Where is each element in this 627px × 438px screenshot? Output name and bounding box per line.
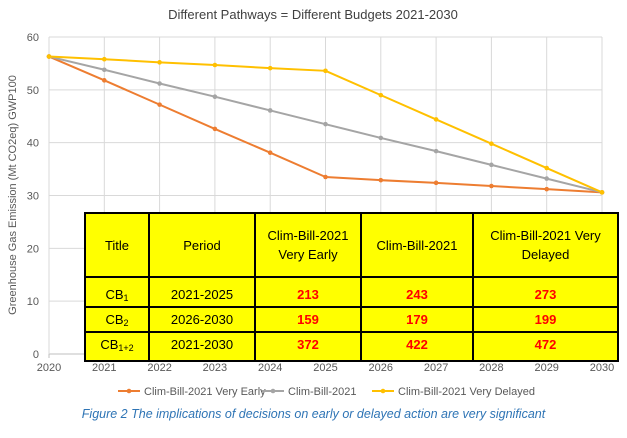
y-tick-label: 30 [27, 191, 39, 203]
row-value-very-delayed: 273 [472, 276, 619, 308]
data-point [378, 92, 384, 98]
y-tick-label: 60 [27, 32, 39, 44]
legend-marker [126, 388, 132, 394]
row-period: 2026-2030 [148, 306, 256, 333]
series-lines [46, 54, 605, 195]
legend-label: Clim-Bill-2021 Very Early [144, 386, 266, 398]
carbon-budget-table: Title Period Clim-Bill-2021 Very Early C… [84, 212, 619, 362]
row-title-main: CB [105, 286, 124, 302]
data-point [378, 177, 384, 183]
x-tick-label: 2022 [147, 362, 171, 374]
data-point [489, 183, 494, 189]
data-point [267, 150, 273, 156]
data-point [489, 162, 494, 168]
data-point [323, 68, 328, 74]
row-title-sub: 1 [123, 292, 129, 303]
data-point [323, 174, 328, 180]
y-tick-label: 50 [27, 85, 39, 97]
data-point [46, 54, 52, 59]
x-tick-label: 2023 [203, 362, 227, 374]
x-tick-label: 2021 [92, 362, 116, 374]
chart-frame: Different Pathways = Different Budgets 2… [7, 7, 619, 398]
legend-marker [270, 388, 276, 394]
legend: Clim-Bill-2021 Very Early Clim-Bill-2021 C… [118, 386, 535, 398]
legend-label: Clim-Bill-2021 Very Delayed [398, 386, 535, 398]
data-point [378, 135, 384, 141]
row-value-very-early: 159 [254, 306, 362, 333]
row-title: CB1+2 [84, 331, 150, 362]
x-tick-label: 2025 [313, 362, 337, 374]
y-axis-title: Greenhouse Gas Emission (Mt CO2eq) GWP10… [7, 75, 19, 315]
row-title-main: CB [105, 311, 124, 327]
data-point [544, 186, 549, 192]
data-point [489, 141, 494, 147]
header-very-early: Clim-Bill-2021 Very Early [254, 212, 362, 278]
y-tick-label: 20 [27, 243, 39, 255]
table-header-row: Title Period Clim-Bill-2021 Very Early C… [84, 212, 619, 278]
row-value-clim-bill: 179 [360, 306, 474, 333]
data-point [157, 102, 162, 107]
table-row: CB1+2 2021-2030 372 422 472 [84, 331, 619, 362]
data-point [102, 67, 107, 73]
row-period: 2021-2030 [148, 331, 256, 362]
row-title: CB2 [84, 306, 150, 333]
row-value-very-delayed: 472 [472, 331, 619, 362]
row-title-sub: 2 [123, 317, 129, 328]
row-title-sub: 1+2 [118, 342, 134, 353]
data-point [212, 126, 218, 132]
data-point [323, 121, 328, 127]
data-point [157, 60, 162, 65]
row-title: CB1 [84, 276, 150, 308]
y-tick-label: 0 [33, 349, 39, 361]
data-point [433, 148, 439, 154]
data-point [433, 117, 439, 122]
table-row: CB2 2026-2030 159 179 199 [84, 306, 619, 333]
data-point [433, 180, 439, 186]
data-point [102, 56, 107, 62]
x-tick-label: 2030 [590, 362, 614, 374]
table-row: CB1 2021-2025 213 243 273 [84, 276, 619, 308]
data-point [212, 94, 218, 100]
row-value-very-delayed: 199 [472, 306, 619, 333]
x-tick-label: 2024 [258, 362, 282, 374]
row-value-very-early: 213 [254, 276, 362, 308]
chart-title: Different Pathways = Different Budgets 2… [168, 7, 458, 22]
header-title: Title [84, 212, 150, 278]
y-tick-label: 40 [27, 138, 39, 150]
legend-label: Clim-Bill-2021 [288, 386, 356, 398]
row-value-clim-bill: 422 [360, 331, 474, 362]
data-point [267, 108, 273, 113]
row-period: 2021-2025 [148, 276, 256, 308]
row-value-very-early: 372 [254, 331, 362, 362]
header-period: Period [148, 212, 256, 278]
data-point [544, 176, 549, 181]
data-point [599, 190, 605, 195]
row-value-clim-bill: 243 [360, 276, 474, 308]
x-tick-label: 2027 [424, 362, 448, 374]
data-point [102, 78, 107, 83]
figure-caption: Figure 2 The implications of decisions o… [81, 407, 546, 421]
x-tick-label: 2020 [37, 362, 61, 374]
x-tick-label: 2028 [479, 362, 503, 374]
data-point [212, 62, 218, 68]
y-tick-label: 10 [27, 296, 39, 308]
x-tick-label: 2029 [534, 362, 558, 374]
header-clim-bill: Clim-Bill-2021 [360, 212, 474, 278]
header-very-delayed: Clim-Bill-2021 Very Delayed [472, 212, 619, 278]
legend-marker [380, 388, 386, 394]
x-tick-label: 2026 [369, 362, 393, 374]
data-point [157, 81, 162, 86]
row-title-main: CB [100, 336, 119, 352]
data-point [267, 65, 273, 71]
data-point [544, 165, 549, 171]
